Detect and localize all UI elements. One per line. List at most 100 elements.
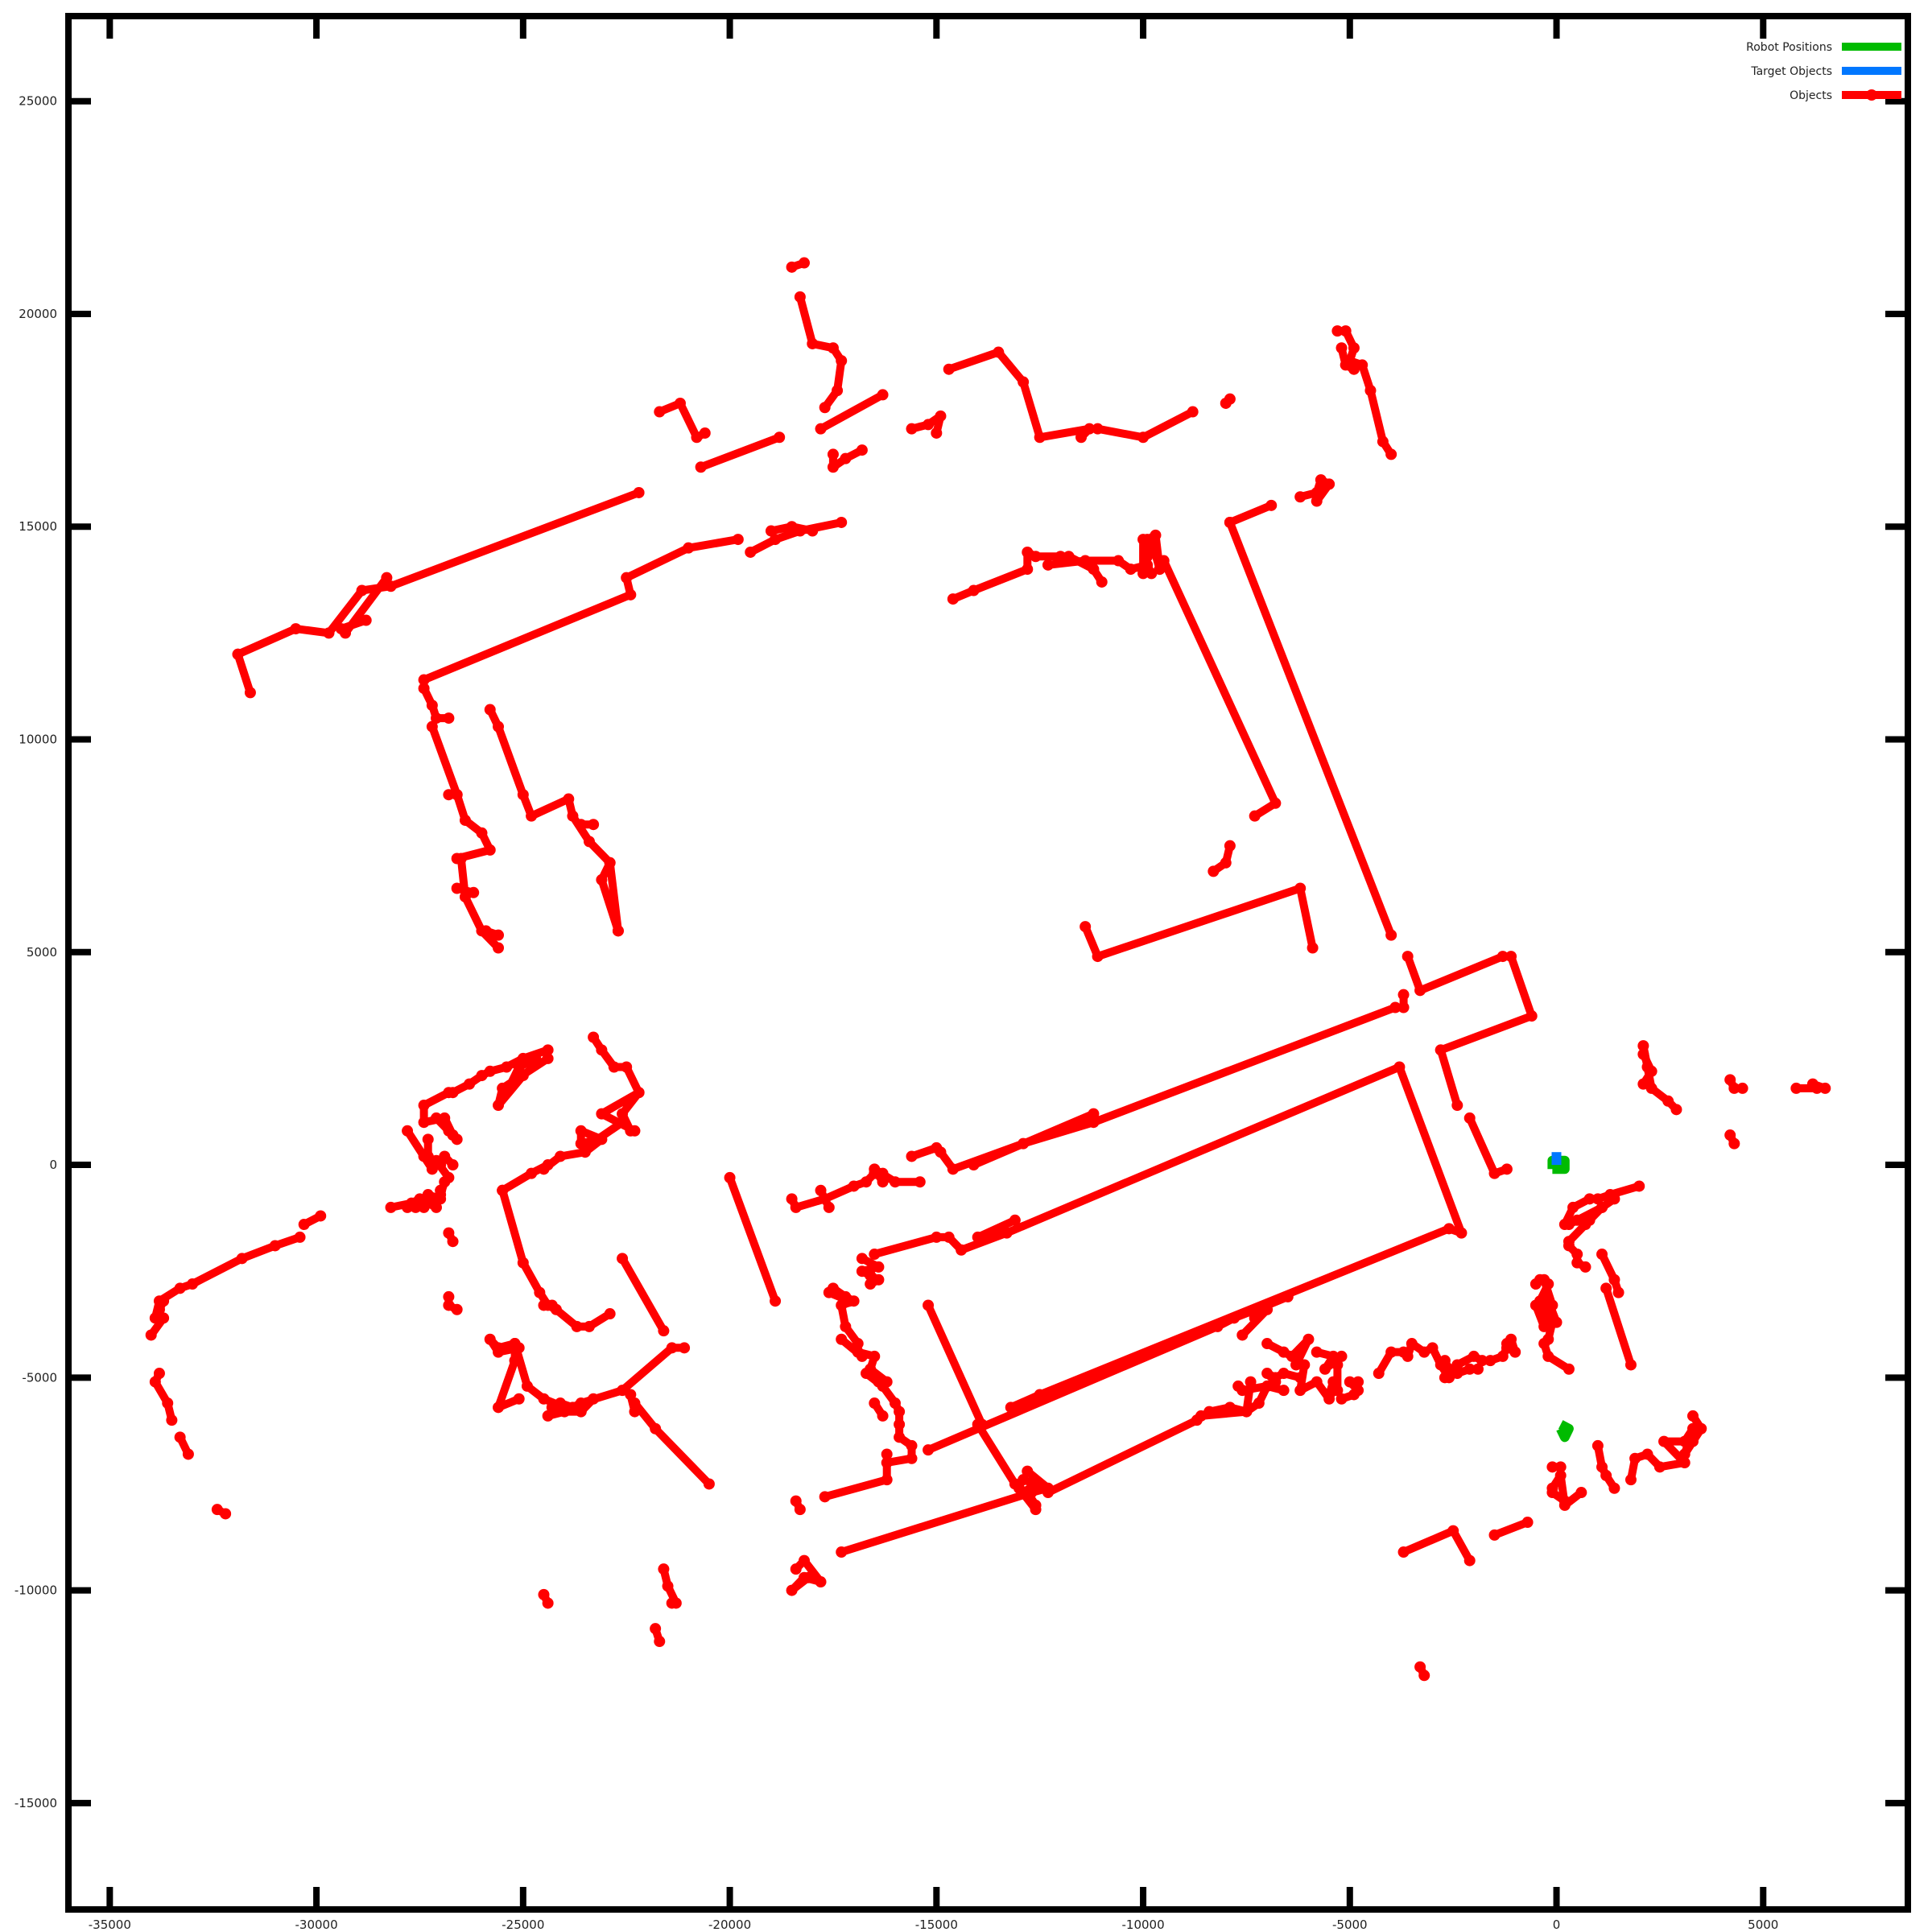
data-point (1137, 568, 1150, 580)
data-point (877, 1410, 889, 1422)
data-point (625, 588, 637, 601)
data-point (534, 1286, 546, 1298)
y-tick-label: 5000 (27, 945, 57, 960)
series-line (696, 433, 784, 472)
series-line (907, 411, 945, 437)
axis-ticks (68, 16, 1908, 1909)
data-point (1335, 1350, 1348, 1362)
data-point (575, 1406, 587, 1418)
data-point (1249, 1312, 1261, 1324)
data-point (484, 1333, 496, 1345)
data-point (1088, 564, 1100, 576)
data-point (786, 521, 798, 533)
y-tick-label: 0 (49, 1158, 57, 1172)
data-point (1352, 1385, 1364, 1397)
data-point (542, 1159, 554, 1171)
data-point (881, 1448, 893, 1460)
data-point (315, 1210, 327, 1222)
data-point (588, 1393, 600, 1405)
data-point (1307, 942, 1319, 954)
data-point (290, 623, 302, 635)
data-point (1612, 1286, 1624, 1298)
data-point (447, 1236, 459, 1248)
data-point (1571, 1249, 1583, 1261)
data-point (1315, 474, 1327, 486)
data-point (1282, 1290, 1294, 1302)
data-point (836, 1333, 848, 1345)
data-point (542, 1052, 554, 1064)
data-point (877, 1176, 889, 1188)
data-point (869, 1163, 881, 1175)
data-point (1542, 1312, 1554, 1324)
data-point (1269, 797, 1282, 809)
data-point (526, 1167, 538, 1179)
data-point (1645, 1082, 1657, 1094)
data-point (1686, 1422, 1699, 1435)
data-point (1080, 555, 1092, 567)
data-point (1001, 1227, 1013, 1239)
data-point (1092, 951, 1104, 963)
data-point (1327, 1376, 1340, 1388)
data-point (1591, 1439, 1604, 1451)
data-point (1311, 495, 1323, 507)
series-line (427, 722, 494, 863)
data-point (1224, 393, 1236, 405)
data-point (1542, 1278, 1554, 1290)
data-point (418, 1117, 430, 1129)
data-point (1335, 342, 1348, 354)
data-point (406, 1197, 418, 1209)
data-point (1505, 951, 1517, 963)
data-point (431, 1201, 442, 1213)
data-point (1294, 882, 1307, 894)
data-point (1653, 1461, 1666, 1473)
data-point (464, 1078, 476, 1090)
data-point (1249, 810, 1261, 822)
data-point (1397, 989, 1410, 1001)
data-point (517, 789, 529, 801)
data-point (679, 1342, 691, 1354)
data-point (894, 1406, 906, 1418)
data-point (298, 1219, 310, 1231)
data-point (422, 1133, 434, 1146)
data-point (517, 1070, 529, 1082)
data-point (443, 1299, 455, 1311)
data-point (1670, 1104, 1682, 1116)
data-point (604, 857, 616, 869)
legend-label: Target Objects (1750, 65, 1832, 78)
data-point (1302, 1333, 1315, 1345)
series-line (924, 1301, 986, 1429)
data-point (861, 1176, 873, 1188)
data-point (1278, 1385, 1290, 1397)
data-point (943, 363, 955, 375)
x-tick-label: -15000 (915, 1918, 958, 1932)
data-point (149, 1376, 161, 1388)
data-point (1352, 1376, 1364, 1388)
y-tick-label: -10000 (14, 1583, 57, 1598)
data-point (1236, 1329, 1249, 1341)
data-point (484, 704, 496, 716)
data-point (575, 1137, 587, 1150)
data-point (575, 1397, 587, 1410)
data-point (1042, 559, 1054, 571)
data-point (145, 1329, 157, 1341)
series-line (973, 1216, 1019, 1241)
data-point (695, 461, 707, 473)
data-point (617, 1108, 629, 1120)
data-point (575, 819, 587, 831)
y-tick-label: 20000 (19, 307, 57, 321)
series-line (969, 1109, 1098, 1170)
data-point (1484, 1355, 1496, 1367)
data-point (546, 1299, 558, 1311)
data-point (1418, 1346, 1430, 1358)
data-point (1546, 1461, 1558, 1473)
data-point (617, 1385, 629, 1397)
data-point (633, 1087, 645, 1099)
data-point (385, 580, 397, 592)
data-point (1637, 1048, 1649, 1060)
data-point (856, 1350, 868, 1362)
data-point (1290, 1359, 1302, 1371)
data-point (906, 1452, 918, 1464)
data-point (1018, 376, 1030, 388)
data-point (617, 1117, 629, 1129)
data-point (1294, 1385, 1307, 1397)
